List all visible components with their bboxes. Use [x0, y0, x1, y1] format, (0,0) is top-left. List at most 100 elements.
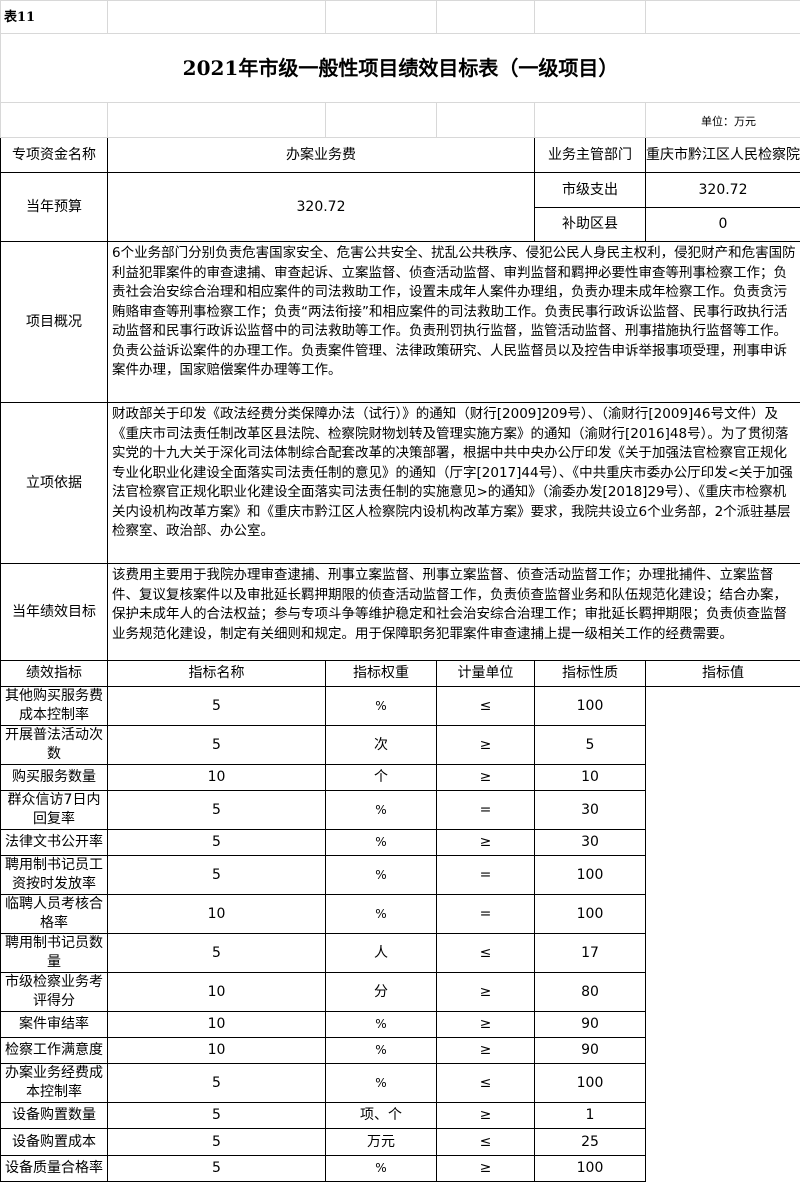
- indicator-weight: 5: [108, 1103, 326, 1129]
- indicator-weight: 10: [108, 1012, 326, 1038]
- fund-name: 办案业务费: [108, 138, 535, 173]
- indicator-weight: 5: [108, 1129, 326, 1155]
- indicator-weight: 10: [108, 973, 326, 1012]
- indicator-unit: %: [326, 1064, 437, 1103]
- indicator-value: 90: [535, 1012, 646, 1038]
- page-title: 2021年市级一般性项目绩效目标表（一级项目）: [1, 34, 800, 103]
- indicator-value: 100: [535, 895, 646, 934]
- indicator-nature: ≤: [437, 1129, 535, 1155]
- indicator-weight: 5: [108, 1155, 326, 1181]
- indicator-weight: 5: [108, 830, 326, 856]
- indicator-value: 80: [535, 973, 646, 1012]
- sheet-tag: 表11: [1, 1, 108, 34]
- indicator-unit: 个: [326, 765, 437, 791]
- indicator-name: 设备质量合格率: [1, 1155, 108, 1181]
- goal-label: 当年绩效目标: [1, 564, 108, 661]
- indicator-nature: =: [437, 856, 535, 895]
- indicator-name: 法律文书公开率: [1, 830, 108, 856]
- indicator-header-row: 绩效指标 指标名称 指标权重 计量单位 指标性质 指标值: [1, 661, 800, 687]
- indicator-nature: ≥: [437, 726, 535, 765]
- indicator-name: 群众信访7日内回复率: [1, 791, 108, 830]
- indicator-weight: 10: [108, 765, 326, 791]
- indicator-name: 其他购买服务费成本控制率: [1, 687, 108, 726]
- indicator-unit: 项、个: [326, 1103, 437, 1129]
- indicator-name: 临聘人员考核合格率: [1, 895, 108, 934]
- indicator-value: 100: [535, 1064, 646, 1103]
- indicator-label: 绩效指标: [1, 661, 108, 687]
- indicator-name: 设备购置数量: [1, 1103, 108, 1129]
- indicator-name: 开展普法活动次数: [1, 726, 108, 765]
- indicator-name: 购买服务数量: [1, 765, 108, 791]
- city-exp-label: 市级支出: [535, 173, 646, 208]
- indicator-weight: 10: [108, 895, 326, 934]
- indicator-nature: ≤: [437, 687, 535, 726]
- indicator-unit: %: [326, 791, 437, 830]
- indicator-nature: ≥: [437, 973, 535, 1012]
- indicator-nature: ≥: [437, 1038, 535, 1064]
- indicator-unit: %: [326, 1155, 437, 1181]
- indicator-value: 90: [535, 1038, 646, 1064]
- indicator-unit: 次: [326, 726, 437, 765]
- dept-label: 业务主管部门: [535, 138, 646, 173]
- indicator-unit: 人: [326, 934, 437, 973]
- indicator-unit: %: [326, 1038, 437, 1064]
- indicator-nature: ≥: [437, 830, 535, 856]
- basis-label: 立项依据: [1, 403, 108, 564]
- unit-label: 单位：万元: [646, 103, 800, 138]
- dept: 重庆市黔江区人民检察院: [646, 138, 800, 173]
- indicator-unit: %: [326, 830, 437, 856]
- indicator-name: 检察工作满意度: [1, 1038, 108, 1064]
- indicator-name: 聘用制书记员数量: [1, 934, 108, 973]
- indicator-value: 10: [535, 765, 646, 791]
- header-unit: 计量单位: [437, 661, 535, 687]
- indicator-weight: 5: [108, 934, 326, 973]
- indicator-nature: ≤: [437, 934, 535, 973]
- subsidy-label: 补助区县: [535, 208, 646, 242]
- indicator-weight: 5: [108, 856, 326, 895]
- indicator-unit: 万元: [326, 1129, 437, 1155]
- overview-text: 6个业务部门分别负责危害国家安全、危害公共安全、扰乱公共秩序、侵犯公民人身民主权…: [108, 242, 800, 403]
- indicator-nature: ≤: [437, 1064, 535, 1103]
- indicator-unit: 分: [326, 973, 437, 1012]
- budget-value: 320.72: [108, 173, 535, 242]
- basis-text: 财政部关于印发《政法经费分类保障办法（试行）》的通知（财行[2009]209号）…: [108, 403, 800, 564]
- overview-label: 项目概况: [1, 242, 108, 403]
- header-nature: 指标性质: [535, 661, 646, 687]
- indicator-nature: ≥: [437, 1012, 535, 1038]
- indicator-value: 17: [535, 934, 646, 973]
- indicator-unit: %: [326, 687, 437, 726]
- indicator-value: 5: [535, 726, 646, 765]
- indicator-name: 聘用制书记员工资按时发放率: [1, 856, 108, 895]
- indicator-nature: ≥: [437, 1103, 535, 1129]
- indicator-value: 25: [535, 1129, 646, 1155]
- fund-name-label: 专项资金名称: [1, 138, 108, 173]
- indicator-value: 100: [535, 856, 646, 895]
- indicator-name: 办案业务经费成本控制率: [1, 1064, 108, 1103]
- indicator-nature: ≥: [437, 1155, 535, 1181]
- indicator-value: 30: [535, 791, 646, 830]
- indicator-name: 设备购置成本: [1, 1129, 108, 1155]
- indicator-unit: %: [326, 856, 437, 895]
- subsidy-value: 0: [646, 208, 800, 242]
- indicator-weight: 5: [108, 791, 326, 830]
- budget-label: 当年预算: [1, 173, 108, 242]
- indicator-value: 1: [535, 1103, 646, 1129]
- city-exp-value: 320.72: [646, 173, 800, 208]
- indicator-weight: 5: [108, 726, 326, 765]
- indicator-name: 市级检察业务考评得分: [1, 973, 108, 1012]
